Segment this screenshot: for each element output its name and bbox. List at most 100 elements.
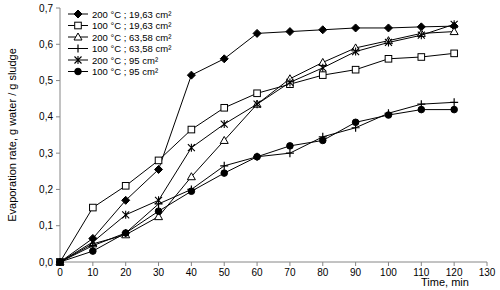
y-tick [56,116,60,117]
marker-diamond [187,71,195,79]
marker-square [385,56,392,63]
marker-triangle [56,258,64,265]
marker-square [90,204,97,211]
marker-plus [122,229,130,237]
marker-square [57,259,64,266]
marker-diamond [352,24,360,32]
background [0,0,500,290]
x-tick-label: 70 [284,267,296,278]
legend-marker [75,56,82,64]
y-axis [60,8,61,262]
y-tick-label: 0,5 [39,75,53,86]
y-tick-label: 0,0 [39,257,53,268]
x-tick [92,262,93,266]
marker-square [221,104,228,111]
marker-circle [352,119,359,126]
legend-marker [74,45,82,53]
y-tick-label: 0,2 [39,184,53,195]
legend-label: 100 °C ; 63,58 cm² [92,43,171,54]
x-tick [257,262,258,266]
marker-star [188,144,195,152]
marker-circle [287,143,294,150]
x-tick [421,262,422,266]
x-axis-label: Time, min [421,276,469,288]
marker-star [155,196,162,204]
marker-circle [90,248,97,255]
legend-label: 100 °C ; 95 cm² [92,66,158,77]
legend-label: 200 °C ; 63,58 cm² [92,32,171,43]
y-tick-label: 0,3 [39,148,53,159]
x-tick-label: 100 [380,267,397,278]
marker-square [319,72,326,79]
x-tick-label: 80 [317,267,329,278]
marker-square [418,54,425,61]
marker-star [122,211,129,219]
y-axis-label: Evaporation rate, g water / g sludge [6,48,18,222]
marker-circle [418,106,425,113]
marker-diamond [253,29,261,37]
marker-star [89,238,96,246]
series-line [60,32,454,262]
x-tick-label: 50 [219,267,231,278]
x-tick [158,262,159,266]
marker-plus [253,153,261,161]
y-tick-label: 0,6 [39,39,53,50]
x-tick [487,262,488,266]
marker-diamond [220,55,228,63]
legend-label: 200 °C ; 95 cm² [92,55,158,66]
marker-square [122,183,129,190]
x-tick-label: 40 [186,267,198,278]
marker-plus [450,98,458,106]
marker-square [188,126,195,133]
x-tick [289,262,290,266]
y-tick [56,80,60,81]
marker-plus [56,258,64,266]
series-line [60,26,454,262]
marker-circle [122,230,129,237]
y-tick-label: 0,4 [39,111,53,122]
marker-star [221,120,228,128]
marker-circle [57,259,64,266]
y-tick [56,189,60,190]
marker-square [451,50,458,57]
y-tick-label: 0,7 [39,3,53,14]
legend: 200 °C ; 19,63 cm²100 °C ; 19,63 cm²200 … [68,9,171,78]
y-tick [56,225,60,226]
y-tick [56,8,60,9]
marker-diamond [56,258,64,266]
marker-star [385,38,392,46]
marker-plus [286,149,294,157]
chart: 01020304050607080901001101201300,00,10,2… [0,0,500,290]
x-tick [454,262,455,266]
marker-diamond [122,196,130,204]
x-tick [388,262,389,266]
x-tick [224,262,225,266]
legend-label: 200 °C ; 19,63 cm² [92,9,171,20]
marker-square [254,90,261,97]
marker-star [319,64,326,72]
x-tick-label: 20 [120,267,132,278]
legend-marker [74,10,82,18]
x-axis [60,262,487,263]
marker-circle [188,188,195,195]
marker-circle [155,208,162,215]
marker-circle [221,170,228,177]
marker-star [57,258,64,266]
x-tick-label: 0 [57,267,63,278]
x-tick-label: 130 [479,267,496,278]
marker-diamond [286,28,294,36]
legend-marker [74,33,82,40]
series-line [60,110,454,262]
marker-triangle [450,28,458,35]
marker-diamond [384,24,392,32]
x-tick [125,262,126,266]
series-line [60,102,454,262]
plot-area [56,20,458,266]
marker-square [352,66,359,73]
x-tick-label: 60 [252,267,264,278]
marker-plus [220,162,228,170]
marker-circle [319,137,326,144]
marker-star [286,78,293,86]
marker-square [155,157,162,164]
x-tick-label: 90 [350,267,362,278]
